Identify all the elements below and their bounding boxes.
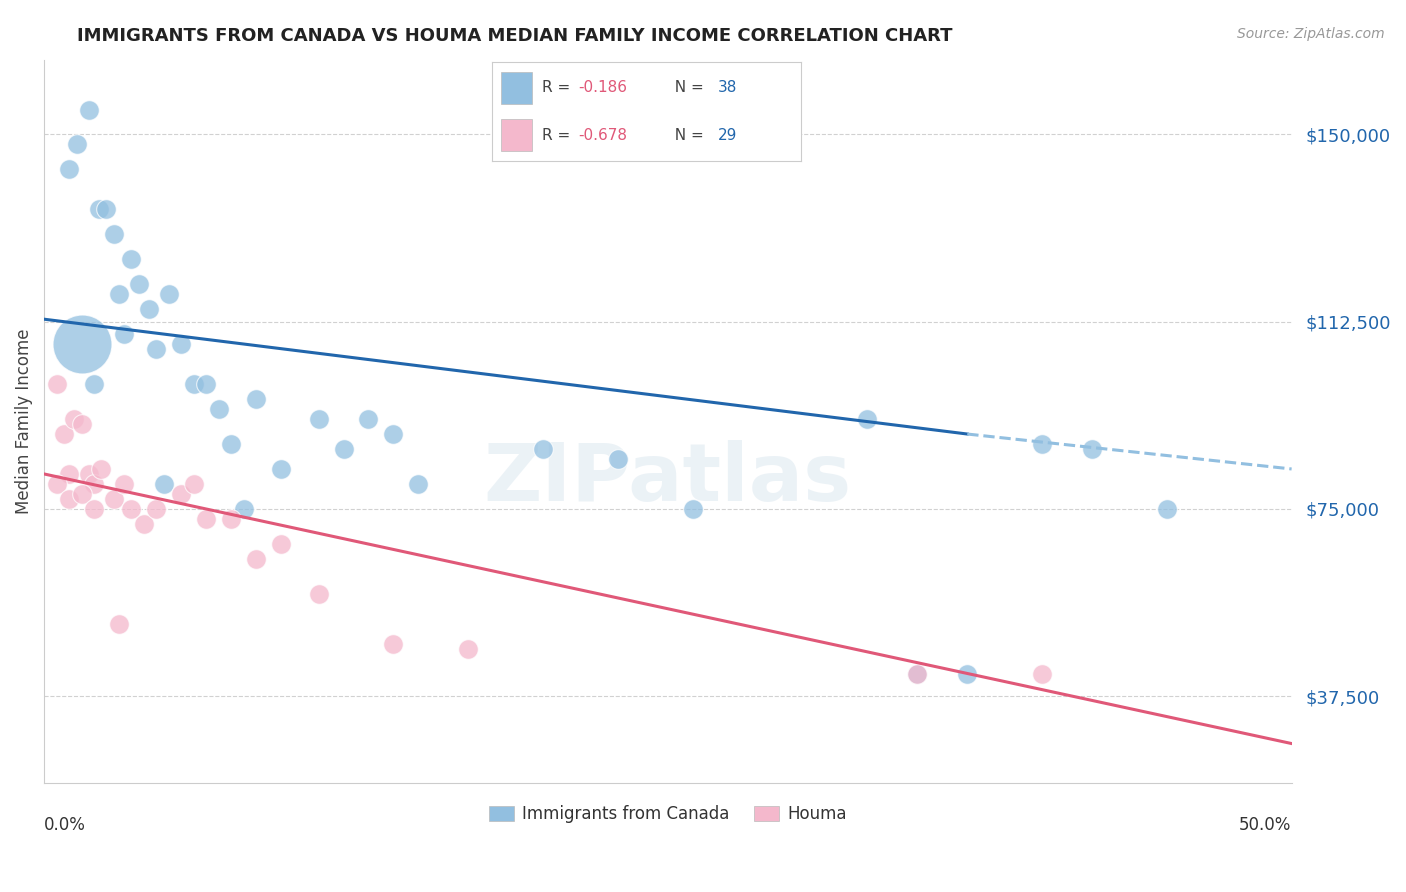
Point — [103, 227, 125, 242]
Point — [332, 442, 354, 456]
Point — [77, 103, 100, 117]
Text: Source: ZipAtlas.com: Source: ZipAtlas.com — [1237, 27, 1385, 41]
Point — [70, 417, 93, 431]
Point — [157, 287, 180, 301]
FancyBboxPatch shape — [502, 72, 533, 103]
Text: 50.0%: 50.0% — [1239, 816, 1292, 834]
Point — [103, 491, 125, 506]
Point — [138, 302, 160, 317]
Point — [219, 512, 242, 526]
Point — [58, 491, 80, 506]
Point — [408, 477, 430, 491]
Text: N =: N = — [665, 128, 709, 143]
Text: 29: 29 — [718, 128, 737, 143]
Point — [183, 377, 205, 392]
Point — [219, 437, 242, 451]
Point — [531, 442, 554, 456]
Point — [232, 502, 254, 516]
Point — [45, 377, 67, 392]
Point — [83, 502, 105, 516]
Point — [308, 412, 330, 426]
Point — [195, 512, 218, 526]
Point — [128, 277, 150, 292]
Point — [45, 477, 67, 491]
Point — [245, 392, 267, 406]
Point — [132, 516, 155, 531]
Point — [96, 202, 118, 217]
Point — [70, 337, 93, 351]
Point — [183, 477, 205, 491]
Point — [607, 452, 630, 467]
Point — [145, 502, 167, 516]
Point — [58, 162, 80, 177]
Text: -0.186: -0.186 — [579, 80, 627, 95]
Point — [382, 637, 405, 651]
Point — [856, 412, 879, 426]
Point — [1081, 442, 1104, 456]
Text: N =: N = — [665, 80, 709, 95]
Point — [70, 487, 93, 501]
Point — [457, 641, 479, 656]
Point — [208, 402, 231, 417]
Point — [120, 252, 142, 267]
Point — [87, 202, 110, 217]
Legend: Immigrants from Canada, Houma: Immigrants from Canada, Houma — [482, 798, 853, 830]
Point — [112, 477, 135, 491]
Point — [1031, 437, 1053, 451]
Text: R =: R = — [541, 128, 575, 143]
Text: 0.0%: 0.0% — [44, 816, 86, 834]
Point — [145, 342, 167, 356]
Point — [170, 337, 193, 351]
Point — [120, 502, 142, 516]
Point — [153, 477, 176, 491]
Text: R =: R = — [541, 80, 575, 95]
Text: IMMIGRANTS FROM CANADA VS HOUMA MEDIAN FAMILY INCOME CORRELATION CHART: IMMIGRANTS FROM CANADA VS HOUMA MEDIAN F… — [77, 27, 953, 45]
Point — [905, 666, 928, 681]
Point — [270, 537, 292, 551]
Text: 38: 38 — [718, 80, 737, 95]
Point — [270, 462, 292, 476]
Point — [682, 502, 704, 516]
Point — [195, 377, 218, 392]
Point — [905, 666, 928, 681]
Point — [1156, 502, 1178, 516]
Text: ZIPatlas: ZIPatlas — [484, 441, 852, 518]
Point — [308, 587, 330, 601]
Point — [58, 467, 80, 481]
FancyBboxPatch shape — [502, 120, 533, 151]
Point — [245, 551, 267, 566]
Point — [956, 666, 979, 681]
Point — [77, 467, 100, 481]
Point — [1031, 666, 1053, 681]
Point — [357, 412, 380, 426]
Point — [108, 287, 131, 301]
Point — [83, 477, 105, 491]
Point — [65, 137, 87, 152]
Point — [83, 377, 105, 392]
Point — [53, 427, 76, 442]
Text: -0.678: -0.678 — [579, 128, 627, 143]
Point — [170, 487, 193, 501]
Point — [63, 412, 86, 426]
Point — [108, 616, 131, 631]
Point — [112, 327, 135, 342]
Point — [382, 427, 405, 442]
Y-axis label: Median Family Income: Median Family Income — [15, 329, 32, 515]
Point — [90, 462, 112, 476]
